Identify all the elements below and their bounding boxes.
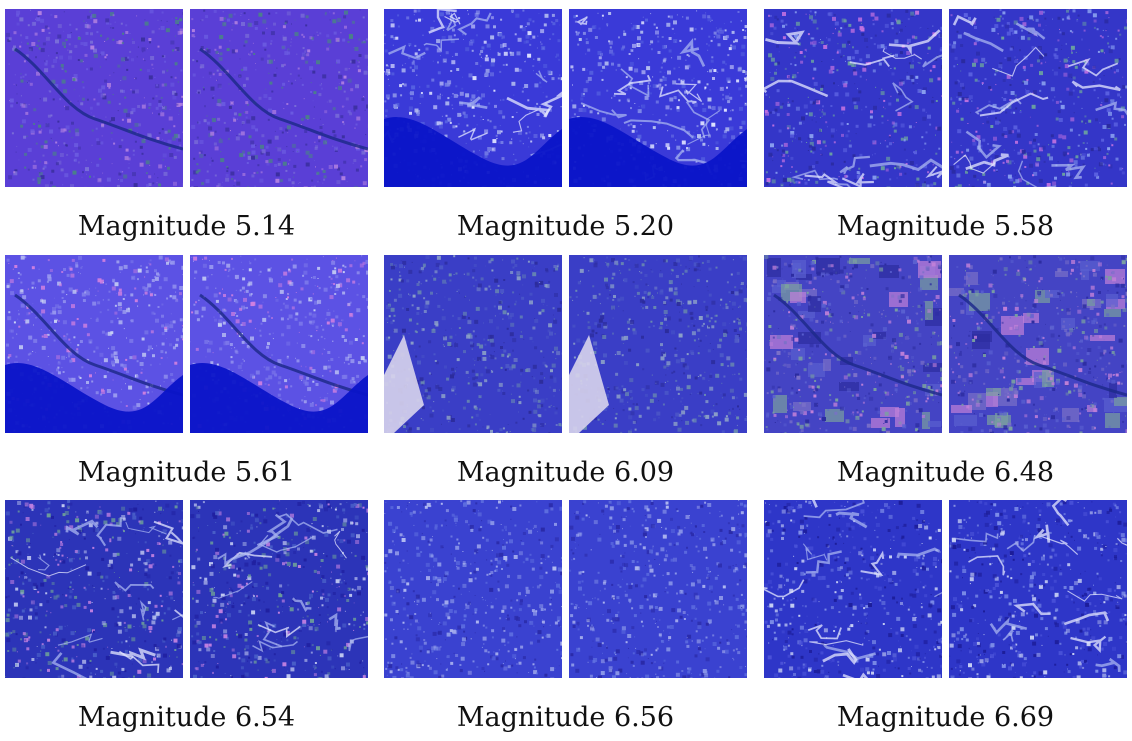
pre-event-image xyxy=(5,500,183,678)
pre-event-image xyxy=(764,500,942,678)
post-event-image xyxy=(949,9,1127,187)
post-event-image xyxy=(190,500,368,678)
post-event-image xyxy=(949,500,1127,678)
panel-caption: Magnitude 6.54 xyxy=(77,702,296,733)
post-event-image xyxy=(190,9,368,187)
panel-caption: Magnitude 5.58 xyxy=(836,211,1055,242)
panel-8: Magnitude 6.56 xyxy=(384,500,747,733)
panel-1: Magnitude 5.14 xyxy=(5,9,368,242)
panel-caption: Magnitude 6.69 xyxy=(836,702,1055,733)
post-event-image xyxy=(949,255,1127,433)
post-event-image xyxy=(569,9,747,187)
pre-event-image xyxy=(5,9,183,187)
image-pair xyxy=(5,500,368,678)
image-pair xyxy=(5,255,368,433)
panel-caption: Magnitude 5.14 xyxy=(77,211,296,242)
post-event-image xyxy=(569,255,747,433)
image-pair xyxy=(384,9,747,187)
pre-event-image xyxy=(764,9,942,187)
panel-4: Magnitude 5.61 xyxy=(5,255,368,488)
panel-7: Magnitude 6.54 xyxy=(5,500,368,733)
panel-6: Magnitude 6.48 xyxy=(764,255,1127,488)
pre-event-image xyxy=(5,255,183,433)
image-pair xyxy=(764,255,1127,433)
panel-caption: Magnitude 5.61 xyxy=(77,457,296,488)
pre-event-image xyxy=(384,255,562,433)
post-event-image xyxy=(190,255,368,433)
image-pair xyxy=(384,255,747,433)
pre-event-image xyxy=(384,500,562,678)
panel-caption: Magnitude 6.48 xyxy=(836,457,1055,488)
panel-caption: Magnitude 5.20 xyxy=(456,211,675,242)
panel-caption: Magnitude 6.09 xyxy=(456,457,675,488)
panel-3: Magnitude 5.58 xyxy=(764,9,1127,242)
pre-event-image xyxy=(384,9,562,187)
panel-5: Magnitude 6.09 xyxy=(384,255,747,488)
image-pair xyxy=(384,500,747,678)
image-pair xyxy=(5,9,368,187)
image-pair xyxy=(764,500,1127,678)
post-event-image xyxy=(569,500,747,678)
image-pair xyxy=(764,9,1127,187)
pre-event-image xyxy=(764,255,942,433)
panel-caption: Magnitude 6.56 xyxy=(456,702,675,733)
panel-2: Magnitude 5.20 xyxy=(384,9,747,242)
panel-9: Magnitude 6.69 xyxy=(764,500,1127,733)
